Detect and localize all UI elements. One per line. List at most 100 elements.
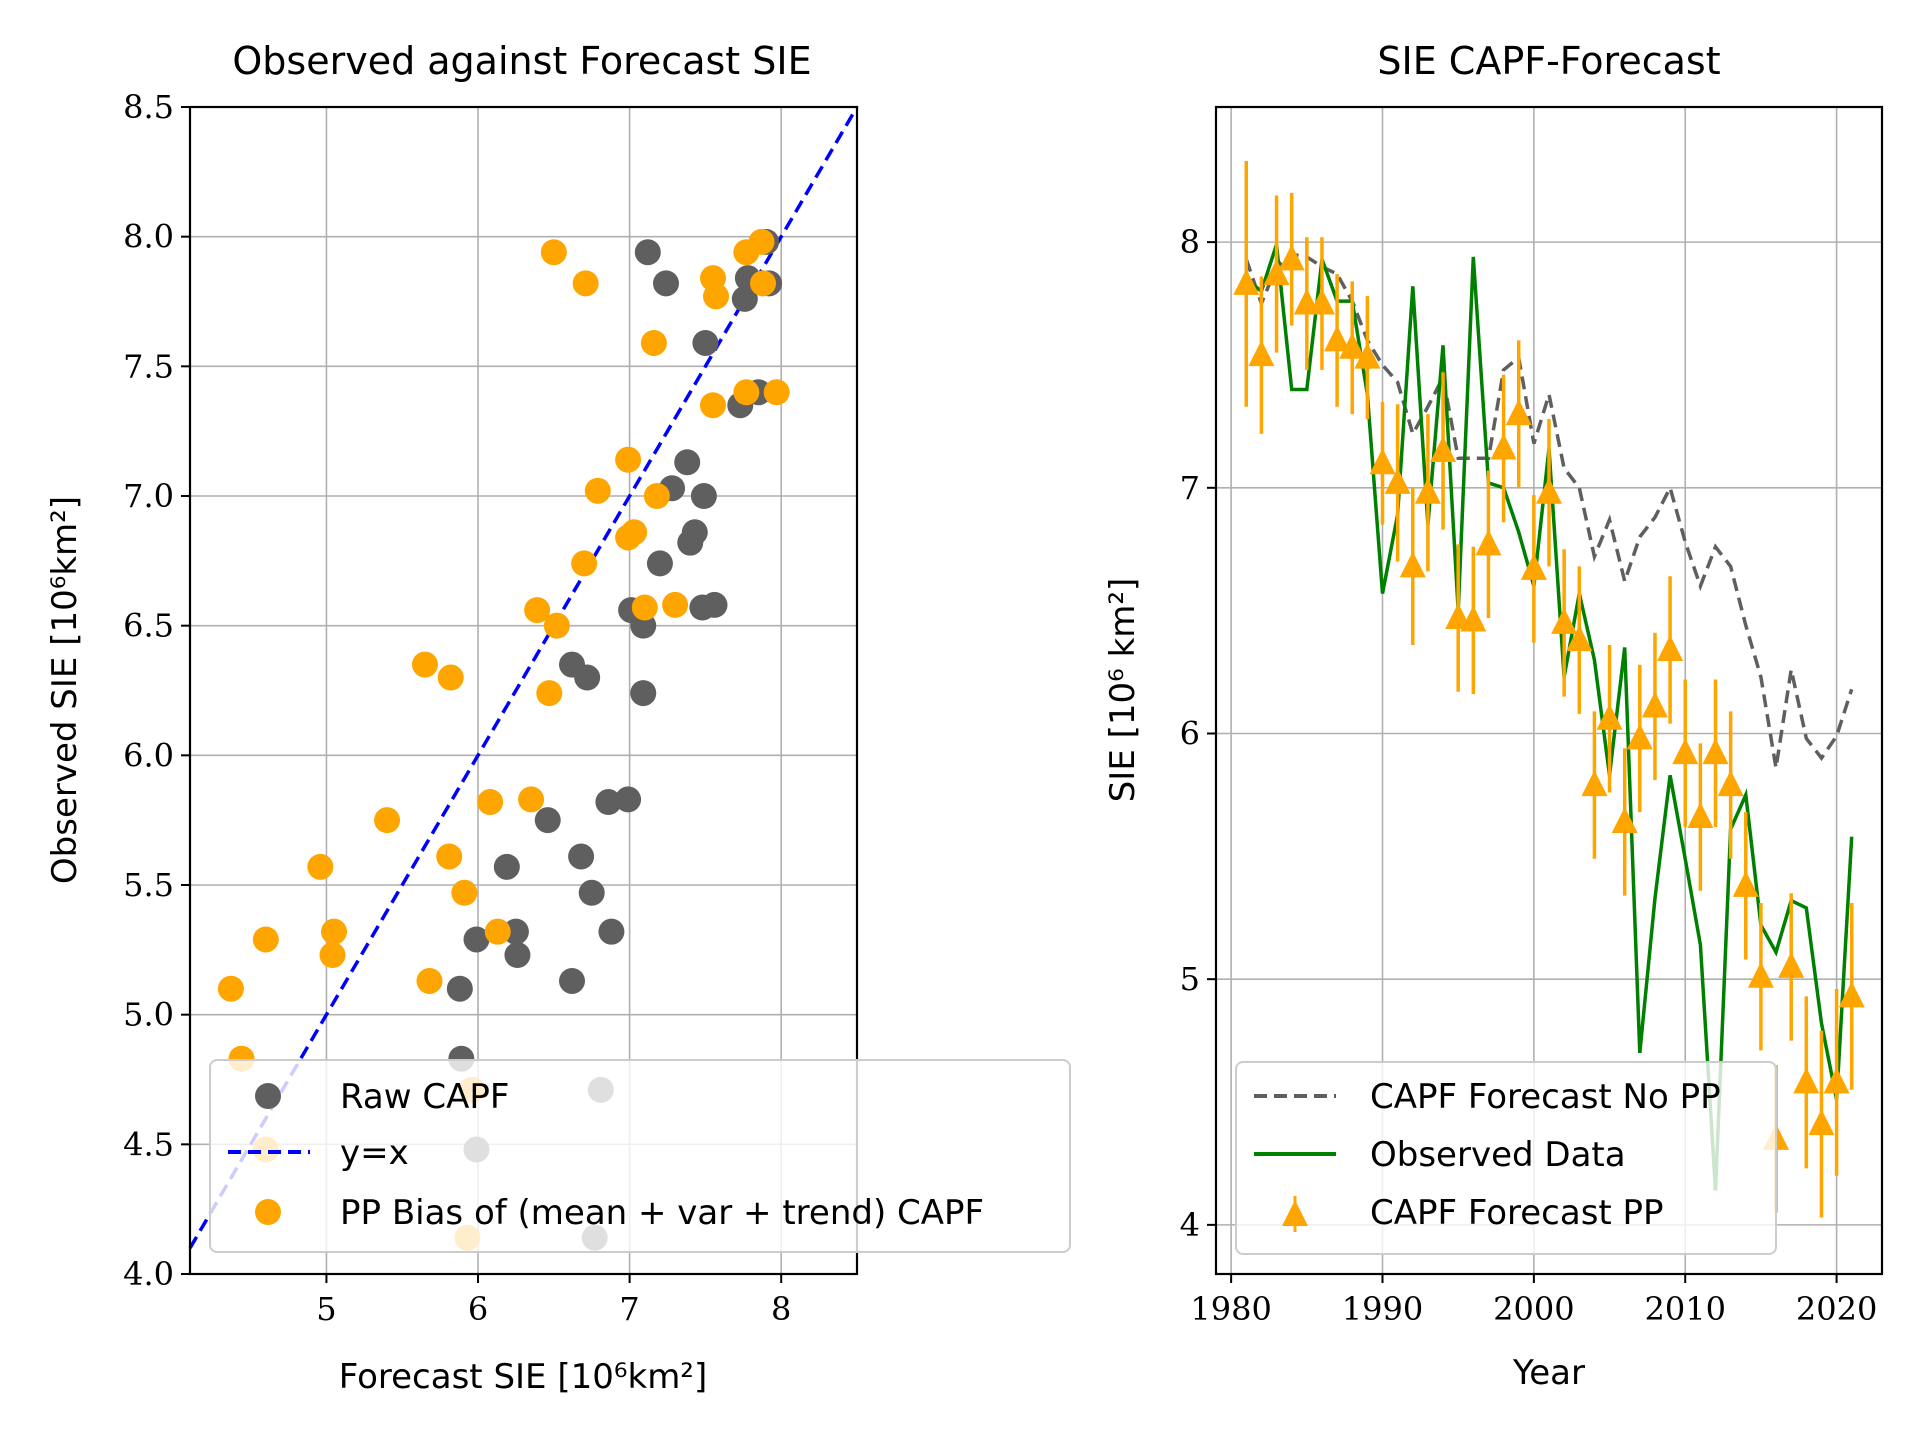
raw-capf-point [559,967,586,994]
timeseries-title: SIE CAPF-Forecast [1377,39,1720,83]
pp-bias-point [733,239,760,266]
pp-bias-point [217,975,244,1002]
timeseries-x-label: Year [1512,1353,1585,1393]
no-pp-forecast-line [1244,252,1854,769]
timeseries-x-tick-label: 2010 [1645,1290,1726,1328]
raw-capf-point [634,239,661,266]
pp-triangle-marker [1414,477,1441,504]
pp-bias-point [763,379,790,406]
scatter-axes-frame [188,105,859,1276]
legend-pp-bias-label: PP Bias of (mean + var + trend) CAPF [340,1193,984,1233]
pp-bias-point [703,283,730,310]
legend-observed-label: Observed Data [1370,1135,1626,1175]
raw-capf-point [595,789,622,816]
pp-triangle-marker [1793,1067,1820,1094]
timeseries-y-label: SIE [10⁶ km²] [1103,578,1143,803]
scatter-y-tick-label: 7.0 [123,477,174,515]
pp-bias-point [662,591,689,618]
pp-bias-point [540,239,567,266]
pp-triangle-marker [1657,634,1684,661]
timeseries-x-tick-label: 2020 [1796,1290,1877,1328]
raw-capf-point [502,918,529,945]
pp-bias-point [615,524,642,551]
pp-triangle-marker [1520,553,1547,580]
pp-bias-point [252,926,279,953]
pp-triangle-marker [1747,961,1774,988]
pp-triangle-marker [1505,399,1532,426]
pp-triangle-marker [1324,325,1351,352]
timeseries-legend: CAPF Forecast No PP Observed Data CAPF F… [1235,1061,1777,1255]
pp-triangle-marker [1566,625,1593,652]
timeseries-x-ticks: 1980 1990 2000 2010 2020 [1190,1274,1877,1328]
raw-capf-point [692,329,719,356]
timeseries-y-tick-label: 4 [1180,1206,1200,1244]
pp-triangle-marker [1263,259,1290,286]
raw-capf-point [652,270,679,297]
raw-capf-point [674,449,701,476]
raw-capf-point [463,926,490,953]
raw-capf-point [568,843,595,870]
scatter-legend: Raw CAPF y=x PP Bias of (mean + var + tr… [209,1059,1071,1253]
pp-bias-point [518,786,545,813]
pp-triangle-marker [1626,723,1653,750]
pp-bias-point [411,651,438,678]
pp-bias-point [524,597,551,624]
pp-bias-point [536,680,563,707]
timeseries-legend-box [1235,1061,1777,1255]
legend-raw-capf-label: Raw CAPF [340,1077,509,1117]
scatter-x-ticks: 5 6 7 8 [316,1274,791,1328]
pp-bias-point [451,879,478,906]
timeseries-axes-frame [1214,105,1884,1276]
pp-bias-point [307,853,334,880]
raw-capf-point [504,942,531,969]
pp-bias-point [484,918,511,945]
pp-bias-point [640,329,667,356]
timeseries-y-ticks: 4 5 6 7 8 [1180,223,1216,1244]
timeseries-markers [1233,244,1865,1150]
raw-capf-point [677,529,704,556]
timeseries-x-tick-label: 2000 [1493,1290,1574,1328]
pp-triangle-marker [1581,770,1608,797]
raw-capf-point [574,664,601,691]
legend-y-equals-x-label: y=x [340,1133,409,1173]
raw-capf-point [701,591,728,618]
scatter-x-tick-label: 7 [619,1290,639,1328]
pp-triangle-marker [1339,332,1366,359]
raw-capf-point [731,285,758,312]
pp-triangle-marker [1732,870,1759,897]
timeseries-y-tick-label: 5 [1180,960,1200,998]
pp-triangle-marker [1687,802,1714,829]
scatter-y-ticks: 4.0 4.5 5.0 5.5 6.0 6.5 7.0 7.5 8.0 8.5 [123,88,190,1293]
pp-triangle-marker [1384,467,1411,494]
raw-capf-point [534,807,561,834]
raw-capf-point [630,680,657,707]
pp-triangle-marker [1248,340,1275,367]
timeseries-x-tick-label: 1990 [1342,1290,1423,1328]
scatter-title: Observed against Forecast SIE [232,39,811,83]
scatter-y-tick-label: 5.0 [123,996,174,1034]
legend-no-pp-label: CAPF Forecast No PP [1370,1077,1721,1117]
pp-triangle-marker [1551,607,1578,634]
scatter-y-tick-label: 8.0 [123,218,174,256]
timeseries-x-tick-label: 1980 [1190,1290,1271,1328]
raw-capf-point [615,786,642,813]
pp-triangle-marker [1838,981,1865,1008]
pp-bias-point [374,807,401,834]
timeseries-y-tick-label: 8 [1180,223,1200,261]
pp-triangle-marker [1233,268,1260,295]
pp-triangle-marker [1536,477,1562,504]
pp-triangle-marker [1717,770,1744,797]
legend-raw-capf-marker [255,1083,281,1109]
timeseries-y-tick-label: 7 [1180,469,1200,507]
pp-triangle-marker [1641,691,1668,718]
pp-triangle-marker [1308,288,1335,315]
pp-triangle-marker [1596,703,1623,730]
raw-capf-point [646,550,673,577]
scatter-y-label: Observed SIE [10⁶km²] [45,496,85,884]
pp-triangle-marker [1475,529,1502,556]
pp-triangle-marker [1369,448,1396,475]
pp-triangle-marker [1278,244,1305,271]
pp-bias-point [750,270,777,297]
legend-pp-label: CAPF Forecast PP [1370,1193,1664,1233]
